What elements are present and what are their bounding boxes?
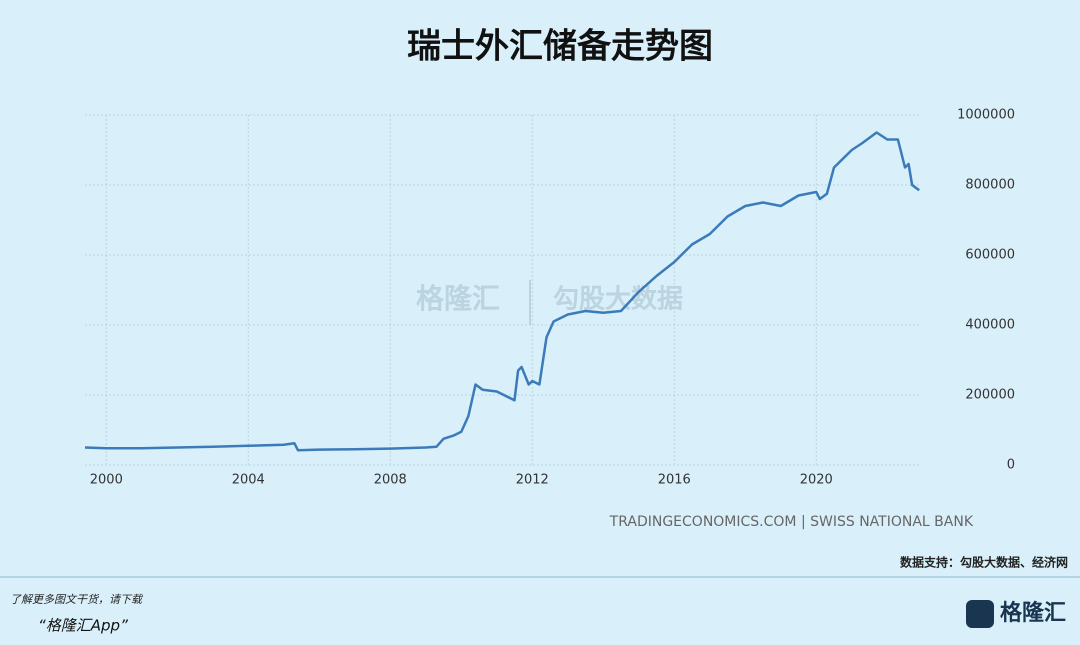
x-tick-label: 2020 — [800, 473, 833, 488]
y-tick-label: 0 — [1007, 458, 1015, 473]
y-tick-label: 800000 — [965, 178, 1015, 193]
x-tick-label: 2004 — [232, 473, 265, 488]
y-tick-label: 200000 — [965, 388, 1015, 403]
source: TRADINGECONOMICS.COM | SWISS NATIONAL BA… — [609, 514, 974, 530]
chart-title: 瑞士外汇储备走势图 — [407, 27, 713, 67]
x-tick-label: 2000 — [90, 473, 123, 488]
watermark: 格隆汇 — [416, 282, 500, 315]
y-tick-label: 1000000 — [957, 108, 1015, 123]
app-name: “格隆汇App” — [38, 617, 128, 635]
logo-icon — [966, 600, 994, 628]
watermark: 勾股大数据 — [553, 285, 683, 315]
x-tick-label: 2012 — [516, 473, 549, 488]
promo: 了解更多图文干货，请下载 — [10, 593, 144, 606]
y-tick-label: 400000 — [965, 318, 1015, 333]
data-line — [84, 131, 920, 452]
x-tick-label: 2016 — [658, 473, 691, 488]
data-support: 数据支持：勾股大数据、经济网 — [900, 555, 1068, 570]
x-tick-label: 2008 — [374, 473, 407, 488]
logo: 格隆汇 — [1000, 600, 1066, 626]
y-tick-label: 600000 — [965, 248, 1015, 263]
